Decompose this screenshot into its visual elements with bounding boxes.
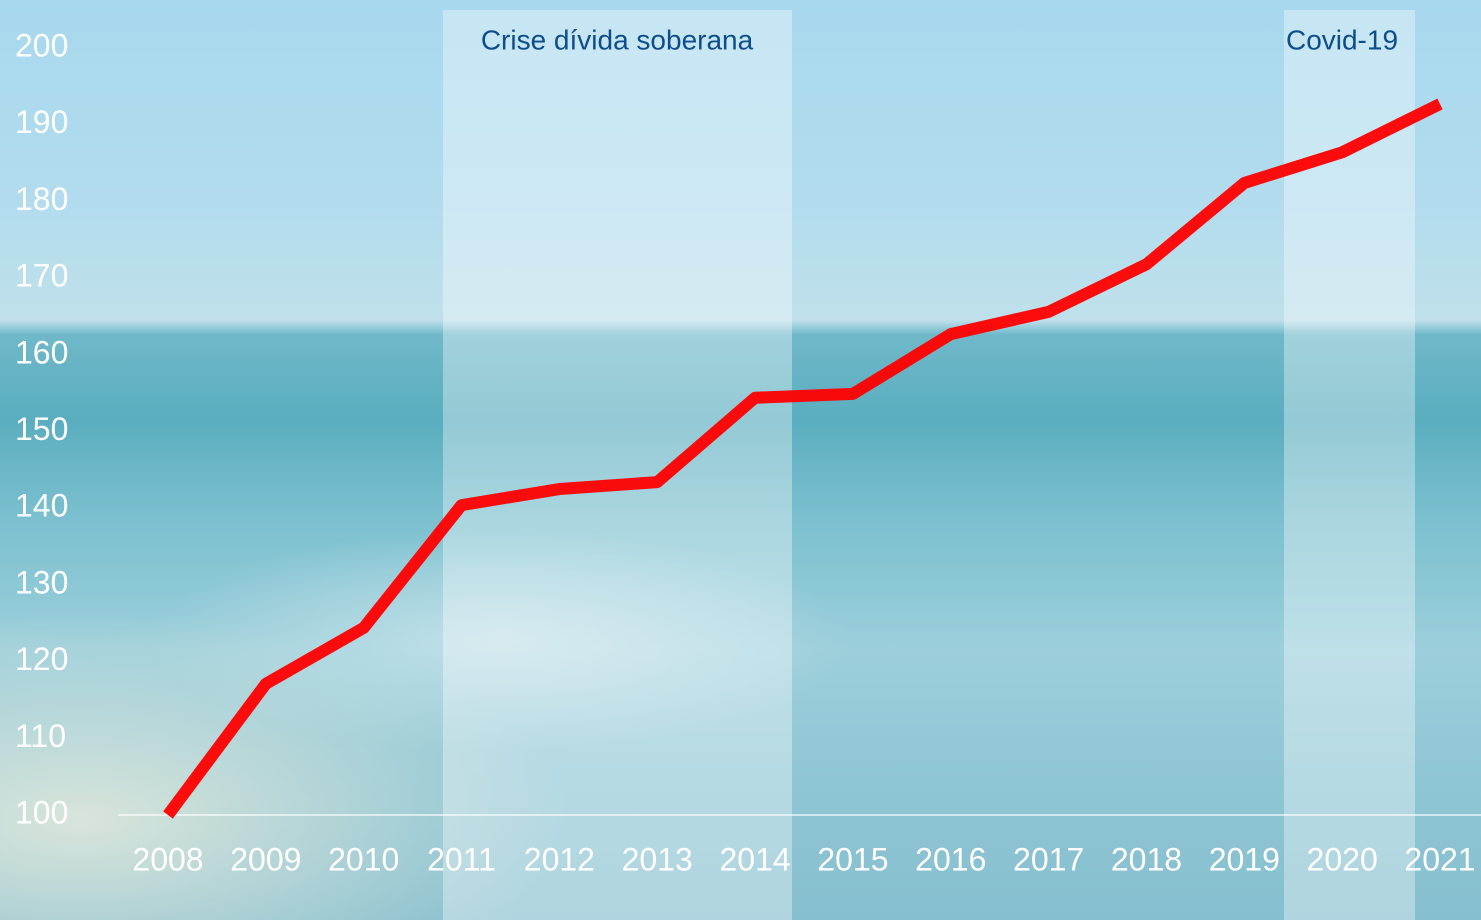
- y-tick-label: 200: [15, 27, 68, 63]
- y-tick-label: 160: [15, 334, 68, 370]
- annotation: Crise dívida soberana: [481, 24, 754, 55]
- x-tick-label: 2008: [132, 841, 203, 877]
- y-tick-label: 110: [15, 718, 66, 754]
- x-tick-label: 2013: [622, 841, 693, 877]
- x-tick-label: 2018: [1111, 841, 1182, 877]
- chart: Crise dívida soberana Covid-19 100 110 120…: [0, 0, 1481, 920]
- x-tick-label: 2015: [817, 841, 888, 877]
- x-tick-label: 2012: [524, 841, 595, 877]
- y-tick-label: 120: [15, 641, 68, 677]
- x-tick-label: 2011: [427, 841, 496, 877]
- y-tick-label: 180: [15, 181, 68, 217]
- x-tick-label: 2020: [1307, 841, 1378, 877]
- y-tick-label: 100: [15, 794, 68, 830]
- chart-container: Crise dívida soberana Covid-19 100 110 120…: [0, 0, 1481, 920]
- crisis-band: [443, 10, 792, 920]
- data-line: [168, 104, 1440, 815]
- x-tick-label: 2019: [1209, 841, 1280, 877]
- x-tick-label: 2017: [1013, 841, 1084, 877]
- x-tick-label: 2016: [915, 841, 986, 877]
- x-tick-label: 2021: [1404, 841, 1475, 877]
- y-tick-label: 130: [15, 564, 68, 600]
- x-tick-label: 2010: [328, 841, 399, 877]
- y-tick-label: 140: [15, 488, 68, 524]
- y-tick-label: 170: [15, 258, 68, 294]
- y-tick-label: 190: [15, 104, 68, 140]
- annotation: Covid-19: [1286, 24, 1398, 55]
- y-tick-label: 150: [15, 411, 68, 447]
- x-tick-label: 2009: [230, 841, 301, 877]
- x-tick-label: 2014: [719, 841, 790, 877]
